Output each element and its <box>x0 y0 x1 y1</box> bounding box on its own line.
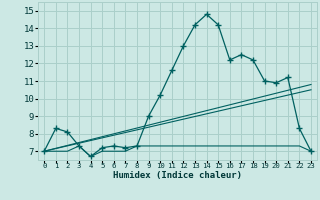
X-axis label: Humidex (Indice chaleur): Humidex (Indice chaleur) <box>113 171 242 180</box>
